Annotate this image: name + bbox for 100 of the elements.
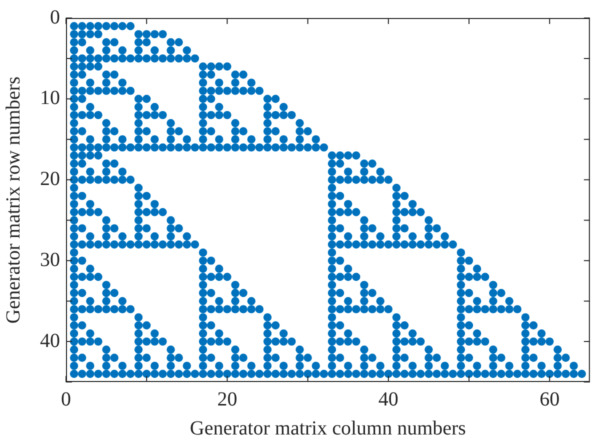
point xyxy=(150,329,159,338)
point xyxy=(134,143,143,152)
point xyxy=(166,143,175,152)
point xyxy=(521,313,530,322)
point xyxy=(231,288,240,298)
point xyxy=(150,30,159,38)
point xyxy=(70,102,78,112)
point xyxy=(86,102,94,112)
point xyxy=(118,54,127,63)
point xyxy=(94,86,102,95)
point xyxy=(368,224,376,232)
point xyxy=(70,127,78,136)
point xyxy=(134,329,143,338)
point xyxy=(78,151,86,160)
point xyxy=(368,288,376,298)
point xyxy=(78,240,86,249)
point xyxy=(142,54,151,63)
point xyxy=(344,151,352,160)
point xyxy=(70,280,78,290)
point xyxy=(562,354,570,362)
point xyxy=(344,176,352,184)
point xyxy=(263,110,272,120)
point xyxy=(198,256,208,265)
point xyxy=(424,224,433,232)
x-tick-label: 40 xyxy=(378,388,398,410)
point xyxy=(70,297,78,306)
point xyxy=(102,86,110,95)
point xyxy=(456,354,466,362)
point xyxy=(263,337,272,346)
point xyxy=(336,151,344,160)
point xyxy=(86,168,94,176)
point xyxy=(432,240,441,249)
point xyxy=(328,192,336,200)
point xyxy=(537,329,546,338)
point xyxy=(134,192,143,200)
point xyxy=(86,208,94,216)
point xyxy=(392,313,401,322)
point xyxy=(263,313,272,322)
point xyxy=(142,127,151,136)
point xyxy=(344,168,352,176)
point xyxy=(352,240,360,249)
point xyxy=(328,216,336,224)
point xyxy=(70,94,78,103)
point xyxy=(110,143,118,152)
point xyxy=(344,200,352,208)
point xyxy=(190,143,200,152)
point xyxy=(110,22,118,30)
point xyxy=(392,192,401,200)
point xyxy=(78,305,86,314)
point xyxy=(231,305,240,314)
point xyxy=(336,224,344,232)
point xyxy=(110,86,118,95)
point xyxy=(521,354,530,362)
point xyxy=(110,127,118,136)
point xyxy=(328,280,336,290)
point xyxy=(288,110,296,120)
point xyxy=(400,224,409,232)
point xyxy=(360,168,368,176)
point xyxy=(70,22,78,30)
point xyxy=(150,337,159,346)
point xyxy=(198,70,208,79)
point xyxy=(336,256,344,265)
point xyxy=(142,30,151,38)
point xyxy=(70,288,78,298)
point xyxy=(328,313,336,322)
point xyxy=(344,337,352,346)
point xyxy=(223,110,232,120)
point xyxy=(328,151,336,160)
point xyxy=(198,78,208,87)
point xyxy=(174,224,183,232)
point xyxy=(70,110,78,120)
point xyxy=(118,168,127,176)
point xyxy=(78,70,86,79)
point xyxy=(102,288,110,298)
point xyxy=(134,110,143,120)
y-axis-title: Generator matrix row numbers xyxy=(2,76,24,324)
point xyxy=(344,232,352,240)
point xyxy=(158,337,167,346)
point xyxy=(392,216,401,224)
point xyxy=(134,346,143,354)
point xyxy=(150,208,159,216)
point xyxy=(392,354,401,362)
point xyxy=(400,192,409,200)
point xyxy=(86,305,94,314)
point xyxy=(497,354,506,362)
point xyxy=(70,168,78,176)
point xyxy=(255,86,264,95)
point xyxy=(70,337,78,346)
point xyxy=(118,78,127,87)
point xyxy=(464,321,474,330)
point xyxy=(521,337,530,346)
point xyxy=(320,143,328,152)
point xyxy=(174,354,183,362)
point xyxy=(150,110,159,120)
point xyxy=(513,305,522,314)
point xyxy=(206,143,216,152)
point xyxy=(231,86,240,95)
point xyxy=(280,110,288,120)
point xyxy=(102,160,110,168)
point xyxy=(521,346,530,354)
